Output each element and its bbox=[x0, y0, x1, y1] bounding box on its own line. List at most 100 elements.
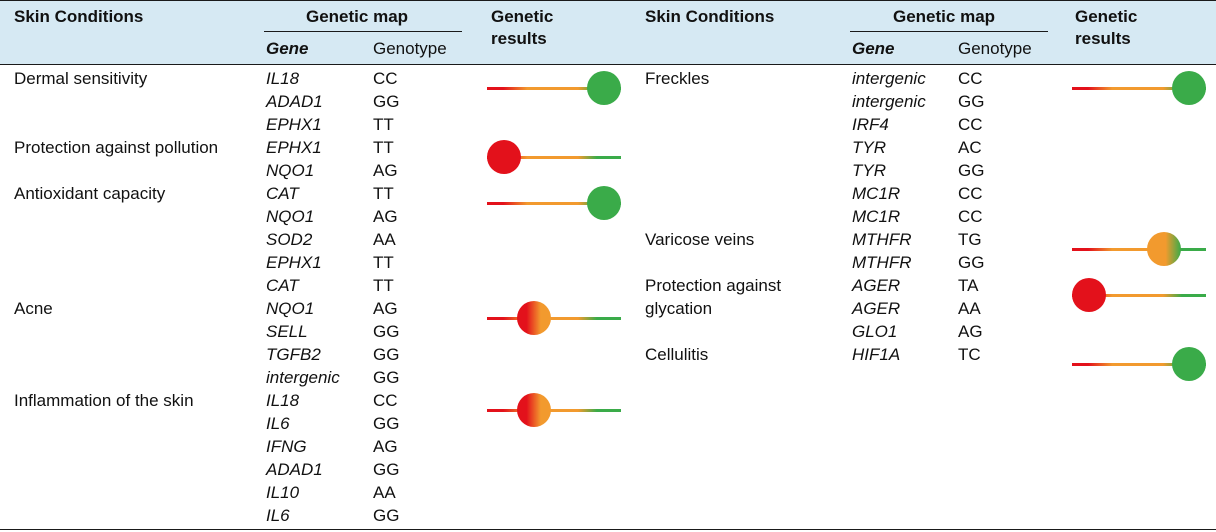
header-gene-right: Gene bbox=[852, 39, 895, 58]
header-genetic-results-left-1: Genetic bbox=[491, 7, 554, 26]
condition-name: Protection against bbox=[645, 276, 782, 295]
genotype-value: GG bbox=[373, 414, 400, 433]
result-bar bbox=[487, 87, 621, 90]
gene-name: IL18 bbox=[266, 391, 300, 410]
result-bar bbox=[1072, 87, 1206, 90]
header-skin-conditions-right: Skin Conditions bbox=[645, 7, 775, 26]
gene-name: IL6 bbox=[266, 414, 290, 433]
gene-name: IRF4 bbox=[852, 115, 889, 134]
result-bar bbox=[487, 156, 621, 159]
genotype-value: CC bbox=[958, 115, 983, 134]
condition-name: Varicose veins bbox=[645, 230, 755, 249]
genotype-value: GG bbox=[373, 460, 400, 479]
result-indicator-knob bbox=[1172, 347, 1206, 381]
result-indicator-knob bbox=[587, 186, 621, 220]
gene-name: GLO1 bbox=[852, 322, 898, 341]
genotype-value: AG bbox=[373, 207, 398, 226]
genotype-value: CC bbox=[958, 207, 983, 226]
genotype-value: AG bbox=[958, 322, 983, 341]
condition-name: Freckles bbox=[645, 69, 710, 88]
result-bar bbox=[487, 317, 621, 320]
table-header-background bbox=[0, 0, 1216, 65]
genotype-value: TT bbox=[373, 276, 394, 295]
genotype-value: AA bbox=[373, 230, 396, 249]
header-genetic-map-left: Genetic map bbox=[306, 7, 409, 26]
genotype-value: TT bbox=[373, 253, 394, 272]
genotype-value: GG bbox=[958, 161, 985, 180]
gene-name: EPHX1 bbox=[266, 253, 322, 272]
result-bar bbox=[487, 409, 621, 412]
result-indicator-knob bbox=[1172, 71, 1206, 105]
result-indicator-knob bbox=[1072, 278, 1106, 312]
header-skin-conditions-left: Skin Conditions bbox=[14, 7, 144, 26]
gene-name: AGER bbox=[852, 276, 901, 295]
gene-name: CAT bbox=[266, 184, 299, 203]
result-indicator-knob bbox=[517, 393, 551, 427]
genotype-value: GG bbox=[373, 368, 400, 387]
header-genetic-results-right-1: Genetic bbox=[1075, 7, 1138, 26]
header-genetic-results-right-2: results bbox=[1075, 29, 1131, 48]
gene-name: intergenic bbox=[852, 69, 926, 88]
result-bar bbox=[1072, 248, 1206, 251]
genotype-value: GG bbox=[373, 322, 400, 341]
genotype-value: CC bbox=[373, 391, 398, 410]
gene-name: MTHFR bbox=[852, 253, 912, 272]
gene-name: AGER bbox=[852, 299, 901, 318]
gene-name: intergenic bbox=[266, 368, 340, 387]
gene-name: MC1R bbox=[852, 207, 901, 226]
genotype-value: TT bbox=[373, 138, 394, 157]
gene-name: SELL bbox=[266, 322, 308, 341]
condition-name: Inflammation of the skin bbox=[14, 391, 194, 410]
genotype-value: AG bbox=[373, 161, 398, 180]
genotype-value: GG bbox=[373, 506, 400, 525]
genotype-value: TG bbox=[958, 230, 982, 249]
genotype-value: GG bbox=[958, 253, 985, 272]
result-indicator-knob bbox=[1147, 232, 1181, 266]
result-bar bbox=[1072, 363, 1206, 366]
genotype-value: GG bbox=[373, 345, 400, 364]
result-bar bbox=[487, 202, 621, 205]
condition-name: Acne bbox=[14, 299, 53, 318]
genotype-value: AG bbox=[373, 437, 398, 456]
gene-name: MC1R bbox=[852, 184, 901, 203]
gene-name: NQO1 bbox=[266, 207, 315, 226]
genotype-value: TA bbox=[958, 276, 979, 295]
gene-name: CAT bbox=[266, 276, 299, 295]
genotype-value: CC bbox=[373, 69, 398, 88]
top-rule bbox=[0, 0, 1216, 1]
genetic-map-underline-left bbox=[264, 31, 462, 32]
gene-name: EPHX1 bbox=[266, 138, 322, 157]
header-genotype-left: Genotype bbox=[373, 39, 447, 58]
result-indicator-knob bbox=[487, 140, 521, 174]
genetic-map-underline-right bbox=[850, 31, 1048, 32]
gene-name: EPHX1 bbox=[266, 115, 322, 134]
header-genetic-results-left-2: results bbox=[491, 29, 547, 48]
condition-name: glycation bbox=[645, 299, 713, 318]
gene-name: TYR bbox=[852, 138, 886, 157]
genotype-value: TT bbox=[373, 184, 394, 203]
gene-name: intergenic bbox=[852, 92, 926, 111]
gene-name: IL10 bbox=[266, 483, 300, 502]
genotype-value: AA bbox=[958, 299, 981, 318]
condition-name: Antioxidant capacity bbox=[14, 184, 166, 203]
genotype-value: GG bbox=[373, 92, 400, 111]
gene-name: NQO1 bbox=[266, 299, 315, 318]
gene-name: IL6 bbox=[266, 506, 290, 525]
header-gene-left: Gene bbox=[266, 39, 309, 58]
bottom-rule bbox=[0, 529, 1216, 530]
header-genetic-map-right: Genetic map bbox=[893, 7, 996, 26]
gene-name: MTHFR bbox=[852, 230, 912, 249]
genotype-value: GG bbox=[958, 92, 985, 111]
genotype-value: TC bbox=[958, 345, 981, 364]
gene-name: ADAD1 bbox=[266, 92, 323, 111]
header-bottom-rule bbox=[0, 64, 1216, 65]
gene-name: HIF1A bbox=[852, 345, 901, 364]
condition-name: Dermal sensitivity bbox=[14, 69, 148, 88]
genotype-value: TT bbox=[373, 115, 394, 134]
genotype-value: AC bbox=[958, 138, 982, 157]
gene-name: SOD2 bbox=[266, 230, 313, 249]
condition-name: Protection against pollution bbox=[14, 138, 219, 157]
genotype-value: CC bbox=[958, 69, 983, 88]
genotype-value: AA bbox=[373, 483, 396, 502]
